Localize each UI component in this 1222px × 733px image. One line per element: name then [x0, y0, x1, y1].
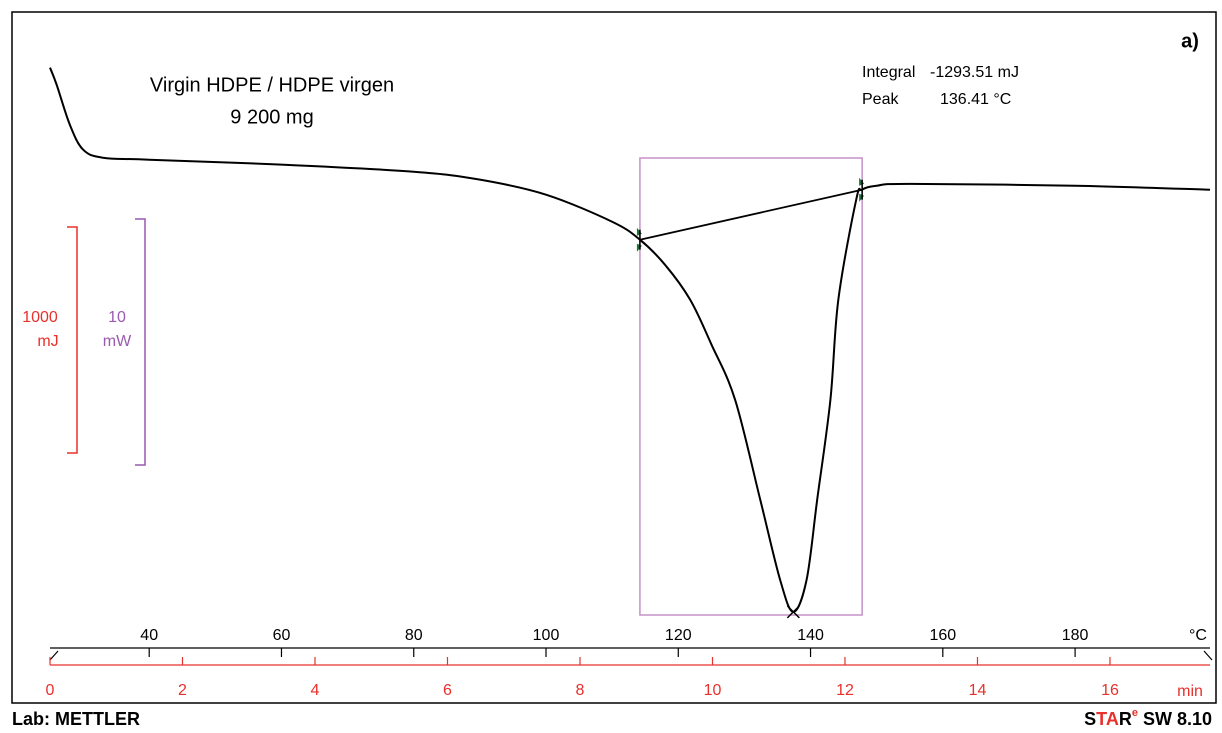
frame — [11, 11, 1217, 704]
software-part: R — [1119, 709, 1132, 729]
x2-tick-label: 10 — [704, 682, 722, 699]
scale-bar-value: 1000 — [22, 309, 58, 326]
result-value: 136.41 °C — [940, 91, 1011, 108]
chart-subtitle: 9 200 mg — [230, 106, 313, 128]
x-unit: °C — [1189, 627, 1207, 644]
software-part: e — [1132, 707, 1138, 719]
result-value: -1293.51 mJ — [930, 64, 1019, 81]
footer-lab: Lab: METTLER — [12, 709, 140, 729]
peak-marker — [786, 605, 800, 619]
scale-bar-unit: mJ — [37, 333, 58, 350]
x-tick-label: 160 — [929, 627, 956, 644]
x-tick-label: 40 — [140, 627, 158, 644]
x-tick-label: 180 — [1062, 627, 1089, 644]
baseline — [639, 188, 863, 241]
result-label: Peak — [862, 91, 899, 108]
x-tick-label: 100 — [533, 627, 560, 644]
x2-tick-label: 2 — [178, 682, 187, 699]
panel-label: a) — [1181, 30, 1199, 52]
x2-tick-label: 16 — [1101, 682, 1119, 699]
scale-bar — [67, 226, 78, 454]
chart-title: Virgin HDPE / HDPE virgen — [150, 74, 394, 96]
x-tick-label: 140 — [797, 627, 824, 644]
x2-tick-label: 4 — [311, 682, 320, 699]
x-tick-label: 120 — [665, 627, 692, 644]
footer-software: STARe SW 8.10 — [1084, 707, 1212, 729]
software-part: TA — [1096, 709, 1119, 729]
x2-tick-label: 6 — [443, 682, 452, 699]
x2-unit: min — [1177, 683, 1203, 700]
scale-bar-unit: mW — [103, 333, 132, 350]
x2-tick-label: 14 — [969, 682, 987, 699]
curve — [49, 67, 1211, 613]
x-tick-label: 60 — [273, 627, 291, 644]
software-part: SW 8.10 — [1143, 709, 1212, 729]
x-tick-label: 80 — [405, 627, 423, 644]
scale-bar — [135, 218, 146, 466]
software-part: S — [1084, 709, 1096, 729]
x2-tick-label: 8 — [576, 682, 585, 699]
scale-bar-value: 10 — [108, 309, 126, 326]
x2-tick-label: 12 — [836, 682, 854, 699]
result-label: Integral — [862, 64, 915, 81]
x2-tick-label: 0 — [46, 682, 55, 699]
axis-end — [49, 650, 1213, 661]
integration-box — [639, 157, 863, 616]
